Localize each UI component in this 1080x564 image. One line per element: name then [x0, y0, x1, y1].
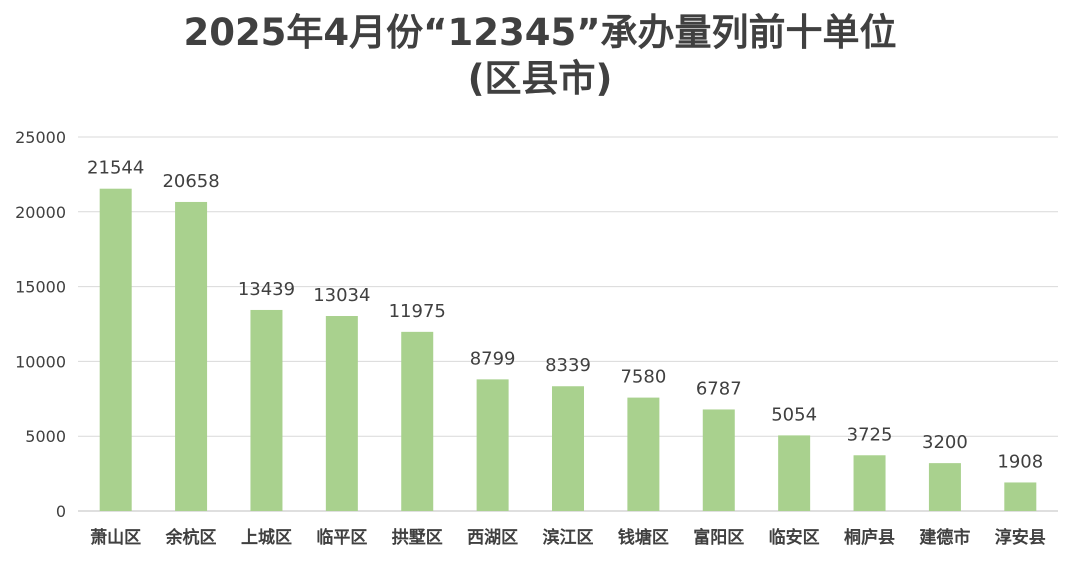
bar — [853, 455, 886, 511]
y-tick-label: 10000 — [15, 352, 66, 371]
data-label: 1908 — [997, 451, 1043, 472]
data-label: 11975 — [389, 301, 446, 322]
bar — [778, 435, 811, 511]
y-tick-label: 5000 — [25, 427, 66, 446]
bar — [401, 331, 434, 511]
y-tick-label: 0 — [56, 502, 66, 521]
y-tick-label: 20000 — [15, 203, 66, 222]
data-label: 6787 — [696, 378, 742, 399]
y-tick-label: 15000 — [15, 278, 66, 297]
data-label: 3725 — [847, 424, 893, 445]
bar — [476, 379, 509, 511]
data-label: 3200 — [922, 432, 968, 453]
x-tick-label: 临平区 — [316, 527, 367, 548]
x-tick-label: 桐庐县 — [844, 527, 895, 548]
bar — [1004, 482, 1037, 511]
x-tick-label: 余杭区 — [165, 527, 217, 548]
data-label: 7580 — [620, 367, 666, 388]
chart-title-line-2: (区县市) — [467, 57, 613, 100]
bar — [250, 309, 283, 511]
chart-title: 2025年4月份“12345”承办量列前十单位 (区县市) — [0, 10, 1080, 102]
bar — [175, 201, 208, 512]
bar — [928, 463, 961, 511]
x-tick-label: 萧山区 — [90, 528, 141, 548]
data-label: 13034 — [313, 285, 370, 306]
x-tick-label: 临安区 — [769, 527, 820, 548]
x-tick-label: 钱塘区 — [618, 527, 669, 548]
data-label: 8799 — [470, 348, 516, 369]
x-tick-label: 淳安县 — [995, 527, 1046, 548]
data-label: 13439 — [238, 279, 295, 300]
x-tick-label: 西湖区 — [467, 528, 518, 548]
data-label: 21544 — [87, 158, 144, 179]
x-tick-label: 拱墅区 — [392, 527, 443, 548]
x-tick-label: 滨江区 — [543, 527, 594, 548]
bar — [325, 316, 358, 511]
chart-title-line-1: 2025年4月份“12345”承办量列前十单位 — [183, 11, 897, 54]
data-label: 8339 — [545, 355, 591, 376]
bar — [99, 188, 132, 511]
bar — [702, 409, 735, 511]
y-tick-label: 25000 — [15, 128, 66, 147]
data-label: 5054 — [771, 404, 817, 425]
data-labels: 21544 20658 13439 13034 11975 8799 8339 7580 678… — [87, 158, 1043, 473]
x-tick-label: 建德市 — [919, 527, 970, 548]
x-axis: 萧山区 余杭区 上城区 临平区 拱墅区 西湖区 滨江区 钱塘区 富阳区 临安区 桐庐县 建德市 淳安县 — [90, 527, 1046, 548]
bar — [627, 397, 660, 511]
y-axis: 0 5000 10000 15000 20000 25000 — [15, 128, 66, 521]
bars — [99, 188, 1037, 512]
x-tick-label: 上城区 — [241, 528, 292, 548]
bar — [552, 386, 584, 511]
x-tick-label: 富阳区 — [693, 527, 744, 548]
data-label: 20658 — [162, 171, 219, 192]
